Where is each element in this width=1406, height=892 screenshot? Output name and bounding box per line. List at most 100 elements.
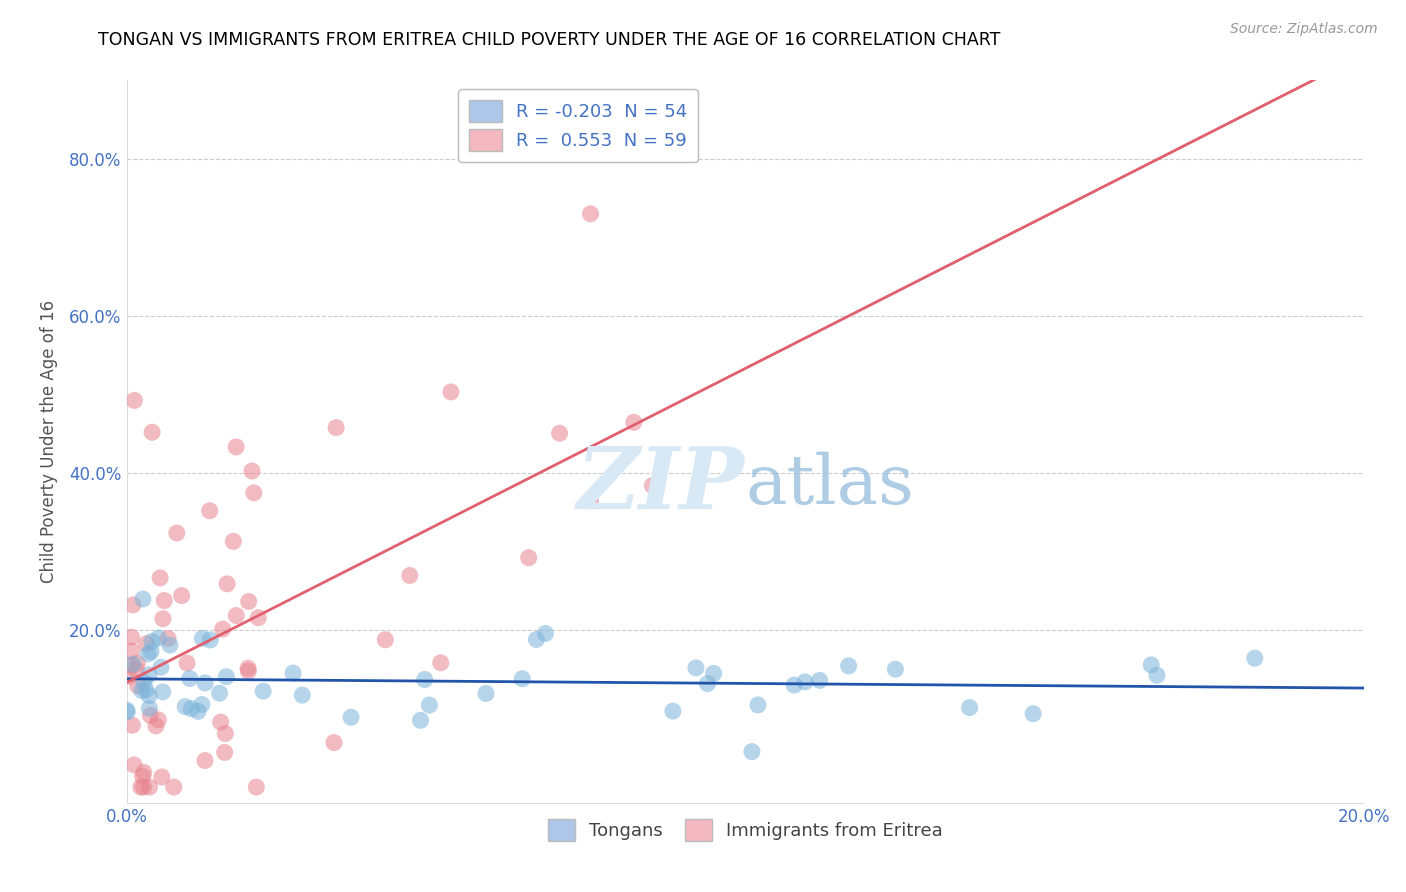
Point	[340, 710, 363, 724]
Point	[135, 683, 157, 698]
Point	[409, 714, 432, 728]
Point	[579, 207, 602, 221]
Point	[510, 672, 533, 686]
Point	[163, 780, 186, 794]
Point	[191, 632, 214, 646]
Point	[200, 632, 222, 647]
Point	[156, 632, 179, 646]
Point	[174, 699, 197, 714]
Point	[187, 705, 209, 719]
Point	[747, 698, 769, 712]
Point	[214, 746, 236, 760]
Point	[217, 577, 239, 591]
Point	[166, 526, 188, 541]
Point	[475, 686, 498, 700]
Point	[150, 770, 173, 784]
Point	[148, 713, 170, 727]
Point	[429, 656, 451, 670]
Point	[703, 666, 725, 681]
Point	[122, 757, 145, 772]
Text: Source: ZipAtlas.com: Source: ZipAtlas.com	[1230, 22, 1378, 37]
Point	[794, 675, 817, 690]
Point	[136, 647, 159, 661]
Point	[243, 486, 266, 500]
Point	[696, 676, 718, 690]
Y-axis label: Child Poverty Under the Age of 16: Child Poverty Under the Age of 16	[39, 300, 58, 583]
Point	[138, 780, 160, 794]
Point	[211, 622, 233, 636]
Point	[176, 656, 198, 670]
Point	[149, 660, 172, 674]
Point	[247, 610, 270, 624]
Point	[131, 769, 153, 783]
Point	[121, 644, 143, 658]
Point	[170, 589, 193, 603]
Point	[374, 632, 396, 647]
Point	[641, 478, 664, 492]
Point	[398, 568, 420, 582]
Point	[121, 630, 143, 644]
Point	[240, 464, 263, 478]
Point	[413, 673, 436, 687]
Point	[534, 626, 557, 640]
Point	[141, 634, 163, 648]
Point	[149, 571, 172, 585]
Point	[783, 678, 806, 692]
Point	[323, 736, 346, 750]
Point	[245, 780, 267, 794]
Point	[808, 673, 831, 688]
Point	[138, 689, 160, 703]
Point	[179, 672, 201, 686]
Point	[623, 415, 645, 429]
Point	[138, 668, 160, 682]
Point	[252, 684, 274, 698]
Point	[325, 420, 347, 434]
Point	[180, 701, 202, 715]
Point	[548, 426, 571, 441]
Point	[152, 612, 174, 626]
Point	[132, 675, 155, 690]
Point	[131, 683, 153, 698]
Text: ZIP: ZIP	[578, 443, 745, 526]
Point	[148, 631, 170, 645]
Point	[418, 698, 440, 712]
Point	[145, 719, 167, 733]
Point	[153, 593, 176, 607]
Point	[132, 592, 155, 607]
Point	[526, 632, 548, 647]
Point	[959, 700, 981, 714]
Point	[225, 440, 247, 454]
Point	[125, 663, 148, 677]
Point	[198, 504, 221, 518]
Point	[741, 745, 763, 759]
Point	[236, 661, 259, 675]
Text: TONGAN VS IMMIGRANTS FROM ERITREA CHILD POVERTY UNDER THE AGE OF 16 CORRELATION : TONGAN VS IMMIGRANTS FROM ERITREA CHILD …	[98, 31, 1001, 49]
Point	[121, 718, 143, 732]
Point	[194, 754, 217, 768]
Point	[194, 676, 217, 690]
Point	[115, 703, 138, 717]
Point	[685, 661, 707, 675]
Point	[884, 662, 907, 676]
Point	[281, 666, 304, 681]
Text: atlas: atlas	[745, 451, 914, 518]
Point	[238, 664, 260, 678]
Point	[139, 708, 162, 723]
Point	[238, 594, 260, 608]
Point	[141, 425, 163, 440]
Point	[191, 698, 214, 712]
Point	[152, 685, 174, 699]
Point	[159, 638, 181, 652]
Point	[1140, 657, 1163, 672]
Legend: Tongans, Immigrants from Eritrea: Tongans, Immigrants from Eritrea	[540, 812, 950, 848]
Point	[440, 384, 463, 399]
Point	[120, 658, 142, 673]
Point	[129, 780, 152, 794]
Point	[139, 644, 162, 658]
Point	[124, 393, 146, 408]
Point	[138, 701, 160, 715]
Point	[127, 679, 149, 693]
Point	[132, 780, 155, 794]
Point	[117, 705, 139, 719]
Point	[1022, 706, 1045, 721]
